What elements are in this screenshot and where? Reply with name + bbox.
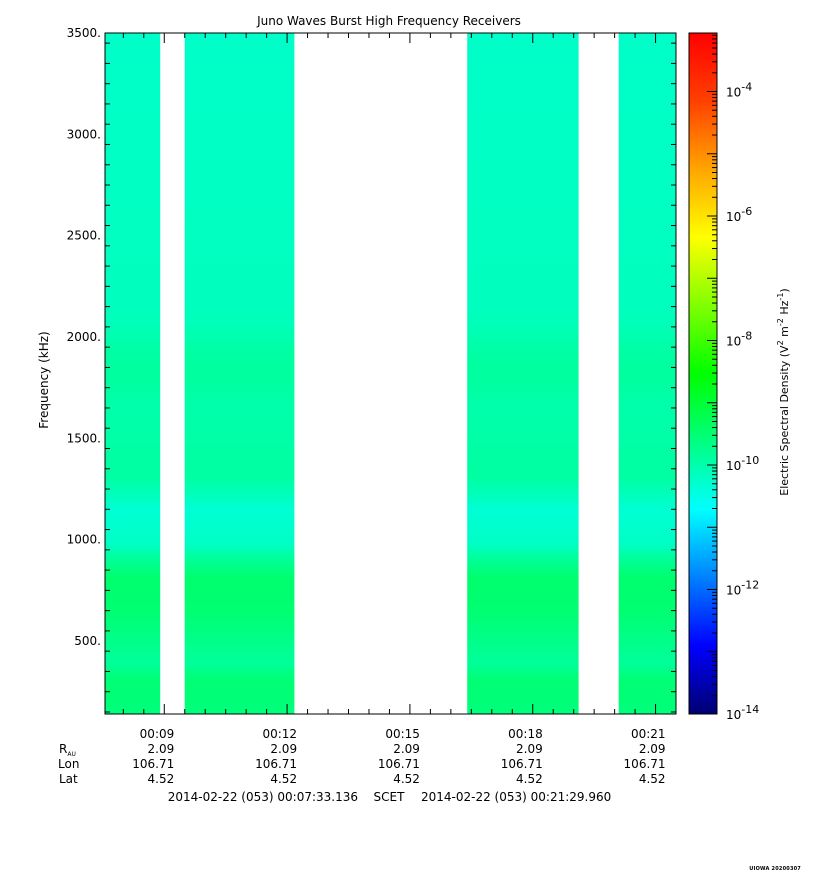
lon-value: 106.71 xyxy=(501,757,543,771)
r-au-value: 2.09 xyxy=(516,742,543,756)
y-tick-label: 2000. xyxy=(67,330,101,344)
lat-value: 4.52 xyxy=(148,772,175,786)
lon-value: 106.71 xyxy=(378,757,420,771)
colorbar-tick-label: 10-14 xyxy=(726,703,759,722)
time-scet: SCET xyxy=(374,790,406,804)
lon-value: 106.71 xyxy=(624,757,666,771)
x-tick-label: 00:09 xyxy=(140,727,175,741)
lat-value: 4.52 xyxy=(393,772,420,786)
colorbar-label: Electric Spectral Density (V2 m-2 Hz-1) xyxy=(776,288,791,495)
x-axis: 00:092.09106.714.5200:122.09106.714.5200… xyxy=(122,33,666,786)
y-tick-label: 1500. xyxy=(67,431,101,445)
lat-label: Lat xyxy=(59,772,78,786)
r-au-value: 2.09 xyxy=(393,742,420,756)
plot-area xyxy=(105,33,676,714)
y-tick-label: 3000. xyxy=(67,127,101,141)
y-axis-label: Frequency (kHz) xyxy=(37,331,51,428)
chart-title: Juno Waves Burst High Frequency Receiver… xyxy=(256,14,521,28)
data-block-1 xyxy=(105,33,161,714)
lat-value: 4.52 xyxy=(270,772,297,786)
y-tick-label: 1000. xyxy=(67,533,101,547)
lat-value: 4.52 xyxy=(516,772,543,786)
r-au-value: 2.09 xyxy=(148,742,175,756)
lon-value: 106.71 xyxy=(255,757,297,771)
lon-value: 106.71 xyxy=(132,757,174,771)
plot-frame xyxy=(104,32,677,715)
x-tick-label: 00:15 xyxy=(385,727,420,741)
colorbar: 10-4 10-6 10-8 10-10 10-12 10-14 xyxy=(688,32,759,722)
r-au-value: 2.09 xyxy=(270,742,297,756)
colorbar-tick-label: 10-4 xyxy=(726,81,752,100)
colorbar-tick-label: 10-6 xyxy=(726,205,752,224)
r-au-label: RAU xyxy=(59,742,76,758)
data-block-4 xyxy=(618,33,676,714)
x-tick-label: 00:12 xyxy=(262,727,297,741)
colorbar-tick-label: 10-12 xyxy=(726,579,759,598)
x-tick-label: 00:18 xyxy=(508,727,543,741)
r-au-value: 2.09 xyxy=(639,742,666,756)
time-range: 2014-02-22 (053) 00:07:33.136 SCET 2014-… xyxy=(168,790,612,804)
ephemeris-labels: RAU Lon Lat xyxy=(58,742,79,786)
y-tick-label: 500. xyxy=(74,634,101,648)
x-tick-label: 00:21 xyxy=(631,727,666,741)
y-tick-label: 2500. xyxy=(67,229,101,243)
time-start: 2014-02-22 (053) 00:07:33.136 xyxy=(168,790,358,804)
version-stamp: UIOWA 20200307 xyxy=(749,866,801,872)
colorbar-tick-label: 10-10 xyxy=(726,454,759,473)
data-block-3 xyxy=(467,33,579,714)
data-block-2 xyxy=(184,33,295,714)
y-axis: 500. 1000. 1500. 2000. 2500. 3000. 3500. xyxy=(67,26,676,713)
lon-label: Lon xyxy=(58,757,79,771)
y-tick-label: 3500. xyxy=(67,26,101,40)
time-end: 2014-02-22 (053) 00:21:29.960 xyxy=(421,790,611,804)
lat-value: 4.52 xyxy=(639,772,666,786)
colorbar-tick-label: 10-8 xyxy=(726,330,752,349)
